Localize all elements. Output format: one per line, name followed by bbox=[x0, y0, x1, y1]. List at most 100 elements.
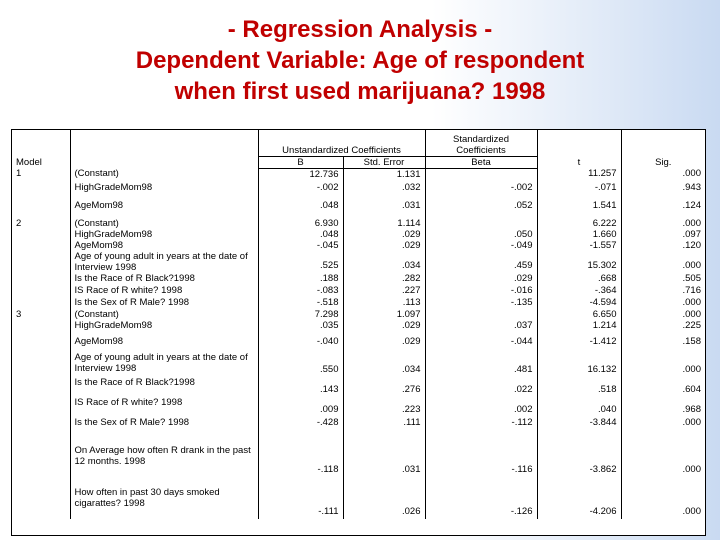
variable-name: AgeMom98 bbox=[70, 336, 259, 352]
cell-t: -.364 bbox=[536, 285, 621, 297]
table-row: HighGradeMom98.035.029.037 1.214.225 bbox=[12, 320, 705, 336]
cell-b: -.111 bbox=[257, 477, 343, 519]
slide-title: - Regression Analysis - Dependent Variab… bbox=[0, 14, 720, 107]
cell-sig: .604 bbox=[620, 377, 705, 397]
cell-se: .276 bbox=[342, 377, 425, 397]
cell-se: .026 bbox=[342, 477, 425, 519]
variable-name: Is the Sex of R Male? 1998 bbox=[70, 297, 259, 309]
cell-t: -1.557 bbox=[536, 240, 621, 251]
cell-b: .048 bbox=[257, 229, 343, 240]
table-row: IS Race of R white? 1998 -.083.227 -.016 -.… bbox=[12, 285, 705, 297]
variable-name: IS Race of R white? 1998 bbox=[70, 285, 259, 297]
cell-t: .040 bbox=[536, 397, 621, 417]
cell-b: .143 bbox=[257, 377, 343, 397]
variable-name: AgeMom98 bbox=[70, 240, 259, 251]
cell-beta bbox=[424, 168, 537, 182]
table-row: HighGradeMom98.048.029.050 1.660.097 bbox=[12, 229, 705, 240]
variable-name: How often in past 30 days smoked cigarat… bbox=[70, 477, 259, 519]
header-model: Model bbox=[16, 157, 42, 168]
header-std-error: Std. Error bbox=[342, 156, 425, 169]
model-number bbox=[12, 229, 71, 240]
cell-b: .550 bbox=[257, 352, 343, 377]
table-row: How often in past 30 days smoked cigarat… bbox=[12, 477, 705, 519]
cell-se: .282 bbox=[342, 273, 425, 285]
cell-b: -.045 bbox=[257, 240, 343, 251]
cell-sig: .000 bbox=[620, 352, 705, 377]
cell-t: 1.660 bbox=[536, 229, 621, 240]
header-b: B bbox=[257, 156, 343, 169]
cell-se: .029 bbox=[342, 336, 425, 352]
variable-name: Is the Sex of R Male? 1998 bbox=[70, 417, 259, 435]
table-row: 3 (Constant) 7.298 1.097 6.650.000 bbox=[12, 309, 705, 320]
variable-name: HighGradeMom98 bbox=[70, 320, 259, 336]
cell-se: .223 bbox=[342, 397, 425, 417]
cell-se: .031 bbox=[342, 200, 425, 218]
coefficients-table: Model Unstandardized Coefficients Standa… bbox=[11, 129, 706, 536]
cell-beta: -.002 bbox=[424, 182, 537, 200]
cell-beta: .052 bbox=[424, 200, 537, 218]
cell-b: -.040 bbox=[257, 336, 343, 352]
cell-sig: .225 bbox=[620, 320, 705, 336]
cell-se: .031 bbox=[342, 435, 425, 477]
header-t: t bbox=[536, 130, 621, 168]
model-number bbox=[12, 251, 71, 273]
variable-name: (Constant) bbox=[70, 168, 259, 182]
table-row: HighGradeMom98 -.002.032 -.002 -.071.943 bbox=[12, 182, 705, 200]
cell-sig: .716 bbox=[620, 285, 705, 297]
cell-beta: .029 bbox=[424, 273, 537, 285]
table-row: Is the Sex of R Male? 1998 -.518.113 -.135… bbox=[12, 297, 705, 309]
cell-se: 1.114 bbox=[342, 218, 425, 229]
header-beta: Beta bbox=[424, 156, 537, 169]
table-row: 1 (Constant) 12.736 1.131 11.257.000 bbox=[12, 168, 705, 182]
model-number: 3 bbox=[12, 309, 71, 320]
cell-beta: -.116 bbox=[424, 435, 537, 477]
cell-se: .034 bbox=[342, 251, 425, 273]
model-number bbox=[12, 435, 71, 477]
cell-beta bbox=[424, 309, 537, 320]
model-number bbox=[12, 182, 71, 200]
cell-beta: .481 bbox=[424, 352, 537, 377]
cell-b: 7.298 bbox=[257, 309, 343, 320]
cell-beta: -.044 bbox=[424, 336, 537, 352]
model-number bbox=[12, 273, 71, 285]
table-row: Age of young adult in years at the date … bbox=[12, 352, 705, 377]
cell-t: .668 bbox=[536, 273, 621, 285]
header-standardized: Standardized Coefficients bbox=[424, 130, 537, 157]
cell-b: -.518 bbox=[257, 297, 343, 309]
cell-t: -4.206 bbox=[536, 477, 621, 519]
cell-sig: .000 bbox=[620, 168, 705, 182]
cell-b: -.118 bbox=[257, 435, 343, 477]
cell-sig: .097 bbox=[620, 229, 705, 240]
cell-b: .009 bbox=[257, 397, 343, 417]
cell-beta: .002 bbox=[424, 397, 537, 417]
cell-sig: .000 bbox=[620, 297, 705, 309]
cell-sig: .968 bbox=[620, 397, 705, 417]
cell-t: -.071 bbox=[536, 182, 621, 200]
cell-sig: .000 bbox=[620, 309, 705, 320]
model-number bbox=[12, 377, 71, 397]
cell-b: -.428 bbox=[257, 417, 343, 435]
header-variable-blank bbox=[69, 130, 258, 168]
cell-t: 1.541 bbox=[536, 200, 621, 218]
model-number bbox=[12, 320, 71, 336]
cell-se: .029 bbox=[342, 240, 425, 251]
table-row: AgeMom98 -.045.029 -.049 -1.557.120 bbox=[12, 240, 705, 251]
title-line-3: when first used marijuana? 1998 bbox=[174, 78, 546, 105]
cell-beta: -.049 bbox=[424, 240, 537, 251]
cell-b: .048 bbox=[257, 200, 343, 218]
cell-sig: .124 bbox=[620, 200, 705, 218]
cell-t: -3.844 bbox=[536, 417, 621, 435]
cell-beta: -.016 bbox=[424, 285, 537, 297]
cell-b: -.083 bbox=[257, 285, 343, 297]
variable-name: HighGradeMom98 bbox=[70, 182, 259, 200]
table-row: Age of young adult in years at the date … bbox=[12, 251, 705, 273]
cell-beta bbox=[424, 218, 537, 229]
cell-b: -.002 bbox=[257, 182, 343, 200]
model-number bbox=[12, 200, 71, 218]
cell-t: -4.594 bbox=[536, 297, 621, 309]
cell-se: 1.097 bbox=[342, 309, 425, 320]
cell-se: .227 bbox=[342, 285, 425, 297]
cell-t: 16.132 bbox=[536, 352, 621, 377]
variable-name: On Average how often R drank in the past… bbox=[70, 435, 259, 477]
table-row: Is the Sex of R Male? 1998 -.428.111 -.112… bbox=[12, 417, 705, 435]
